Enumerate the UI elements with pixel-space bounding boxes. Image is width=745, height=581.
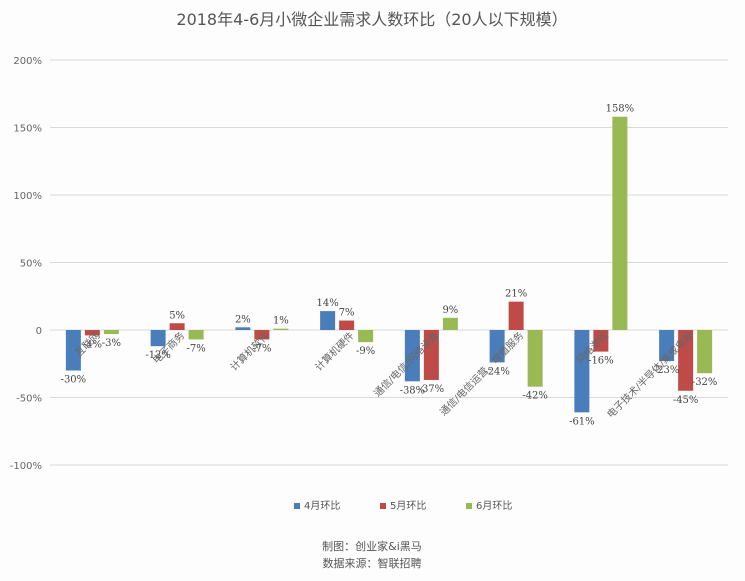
bar — [423, 330, 439, 380]
y-axis-ticks: -100% -50% 0 50% 100% 150% 200% — [10, 56, 42, 472]
legend-label: 5月环比 — [390, 500, 426, 512]
bar — [188, 330, 204, 340]
bar — [150, 330, 166, 347]
category-label: 通信/电信运营、增值服务 — [437, 329, 526, 418]
chart-title: 2018年4-6月小微企业需求人数环比（20人以下规模） — [176, 10, 567, 29]
bars — [65, 116, 713, 413]
bar — [320, 311, 336, 330]
data-label: -12% — [145, 350, 171, 361]
data-label: 1% — [273, 316, 289, 327]
bar — [612, 116, 628, 330]
bar — [339, 320, 355, 330]
data-label: -61% — [569, 416, 595, 427]
bar — [404, 330, 420, 382]
bar — [593, 330, 609, 352]
bar — [273, 328, 289, 330]
y-tick-label: -100% — [10, 461, 42, 472]
data-labels: -30%-4% -3%-12%5%-7%2%-7%1%14%7%-9%-38%-3… — [61, 104, 718, 428]
data-label: -7% — [187, 343, 206, 354]
data-label: 158% — [606, 104, 635, 115]
legend-label: 6月环比 — [476, 500, 512, 512]
legend-swatch — [380, 503, 386, 509]
category-label: 计算机硬件 — [312, 329, 357, 374]
bar — [442, 317, 458, 330]
y-tick-label: -50% — [16, 394, 42, 405]
data-label: -9% — [356, 346, 375, 357]
y-tick-label: 150% — [13, 124, 42, 135]
bar — [527, 330, 543, 387]
data-label: 2% — [235, 314, 251, 325]
data-label: -38% — [400, 385, 426, 396]
data-label: -4% — [83, 339, 102, 350]
data-label: -7% — [252, 343, 271, 354]
bar — [574, 330, 590, 413]
bar — [84, 330, 100, 336]
data-label: 9% — [442, 305, 458, 316]
y-tick-label: 0 — [36, 326, 42, 337]
bar — [508, 301, 524, 330]
bar — [254, 330, 270, 340]
credit-line-1: 制图：创业家&i黑马 — [322, 539, 422, 553]
legend-swatch — [466, 503, 472, 509]
legend-label: 4月环比 — [304, 500, 340, 512]
data-label: 7% — [339, 308, 355, 319]
data-label: -45% — [673, 395, 699, 406]
data-label: -24% — [484, 366, 510, 377]
y-tick-label: 200% — [13, 56, 42, 67]
data-label: 5% — [169, 310, 185, 321]
bar — [659, 330, 675, 362]
data-label: -30% — [61, 375, 87, 386]
data-label: 14% — [317, 298, 339, 309]
data-label: -3% — [102, 338, 121, 349]
bar — [489, 330, 505, 363]
bar — [169, 323, 185, 330]
y-tick-label: 100% — [13, 191, 42, 202]
data-label: -37% — [419, 384, 445, 395]
y-tick-label: 50% — [20, 259, 42, 270]
data-label: 21% — [505, 289, 527, 300]
credit-line-2: 数据来源：智联招聘 — [323, 556, 422, 570]
legend-swatch — [294, 503, 300, 509]
bar — [678, 330, 694, 391]
bar — [65, 330, 81, 371]
data-label: -16% — [588, 356, 614, 367]
bar — [235, 327, 251, 330]
data-label: -32% — [692, 377, 718, 388]
data-label: -23% — [654, 365, 680, 376]
bar — [697, 330, 713, 374]
bar — [358, 330, 374, 343]
legend: 4月环比 5月环比 6月环比 — [294, 500, 512, 512]
data-label: -42% — [522, 391, 548, 402]
category-labels: 互联网 电子商务 计算机软件 计算机硬件 通信/电信/网络设备通信/电信运营、增值服务网… — [73, 329, 696, 421]
bar — [103, 330, 119, 335]
